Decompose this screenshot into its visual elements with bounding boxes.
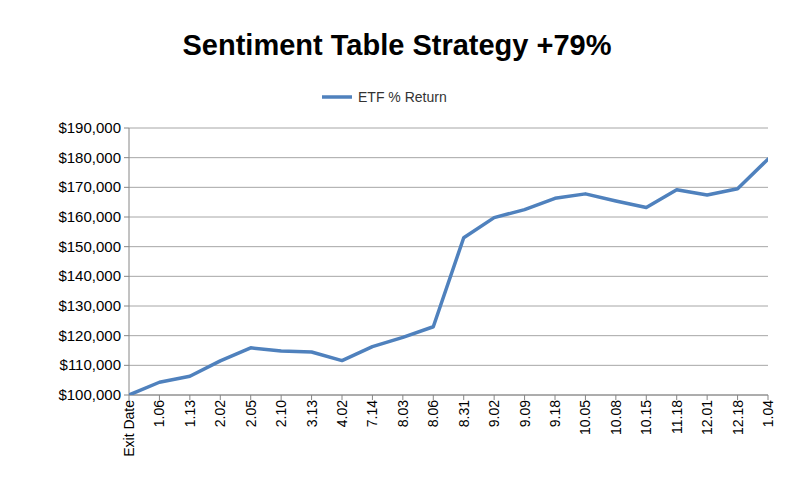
grid-line bbox=[129, 335, 768, 336]
title: Sentiment Table Strategy +79% bbox=[183, 29, 612, 61]
y-tick-label: $120,000 bbox=[58, 327, 121, 344]
y-tick bbox=[124, 395, 129, 396]
x-tick bbox=[433, 395, 434, 400]
grid-line bbox=[129, 395, 768, 396]
x-tick-label: 10.15 bbox=[638, 400, 654, 435]
y-tick bbox=[124, 128, 129, 129]
x-tick bbox=[342, 395, 343, 400]
x-tick-label: 8.06 bbox=[425, 400, 441, 427]
x-tick-label: 1.04 bbox=[760, 400, 776, 427]
y-tick-label: $110,000 bbox=[60, 356, 121, 373]
x-tick-label: 12.01 bbox=[699, 400, 715, 435]
x-tick-label: 8.03 bbox=[395, 400, 411, 427]
x-tick bbox=[129, 395, 130, 400]
x-tick bbox=[615, 395, 616, 400]
y-tick-label: $140,000 bbox=[58, 267, 121, 284]
x-tick-label: 9.18 bbox=[547, 400, 563, 427]
x-tick bbox=[402, 395, 403, 400]
x-tick bbox=[555, 395, 556, 400]
x-tick bbox=[311, 395, 312, 400]
x-tick bbox=[494, 395, 495, 400]
y-axis bbox=[129, 128, 130, 395]
x-tick bbox=[463, 395, 464, 400]
x-tick-label: 10.05 bbox=[577, 400, 593, 435]
legend-swatch bbox=[322, 95, 352, 99]
x-tick-label: 1.13 bbox=[182, 400, 198, 427]
y-tick bbox=[124, 365, 129, 366]
grid-line bbox=[129, 217, 768, 218]
y-tick bbox=[124, 335, 129, 336]
y-tick-label: $190,000 bbox=[58, 119, 121, 136]
x-tick-label: 2.10 bbox=[273, 400, 289, 427]
grid-line bbox=[129, 306, 768, 307]
y-tick bbox=[124, 217, 129, 218]
x-tick bbox=[159, 395, 160, 400]
y-tick-label: $160,000 bbox=[58, 208, 121, 225]
x-tick-label: 11.18 bbox=[669, 400, 685, 434]
x-tick bbox=[524, 395, 525, 400]
grid-line bbox=[129, 128, 768, 129]
x-tick-label: 2.02 bbox=[212, 400, 228, 427]
plot-area bbox=[129, 159, 768, 395]
y-tick bbox=[124, 187, 129, 188]
y-tick bbox=[124, 246, 129, 247]
grid-line bbox=[129, 276, 768, 277]
y-tick-label: $130,000 bbox=[58, 297, 121, 314]
series-line bbox=[129, 159, 768, 395]
x-tick-label: 4.02 bbox=[334, 400, 350, 427]
x-tick bbox=[646, 395, 647, 400]
x-tick-label: 8.31 bbox=[456, 400, 472, 427]
y-tick-label: $100,000 bbox=[58, 386, 121, 403]
y-tick-label: $170,000 bbox=[58, 178, 121, 195]
grid-line bbox=[129, 365, 768, 366]
y-tick bbox=[124, 157, 129, 158]
x-tick bbox=[372, 395, 373, 400]
grid-line bbox=[129, 187, 768, 188]
x-tick-label: Exit Date bbox=[121, 400, 137, 457]
x-tick-label: 9.02 bbox=[486, 400, 502, 427]
x-tick-label: 2.05 bbox=[243, 400, 259, 427]
x-tick-label: 1.06 bbox=[151, 400, 167, 427]
chart: Sentiment Table Strategy +79% ETF % Retur… bbox=[0, 0, 794, 499]
x-tick bbox=[585, 395, 586, 400]
y-tick-label: $150,000 bbox=[58, 238, 121, 255]
x-tick bbox=[768, 395, 769, 400]
x-tick-label: 12.18 bbox=[730, 400, 746, 435]
x-tick-label: 7.14 bbox=[364, 400, 380, 427]
x-tick-label: 9.09 bbox=[517, 400, 533, 427]
x-tick bbox=[737, 395, 738, 400]
y-tick bbox=[124, 276, 129, 277]
legend-label: ETF % Return bbox=[358, 89, 447, 105]
x-tick bbox=[220, 395, 221, 400]
y-tick-label: $180,000 bbox=[58, 149, 121, 166]
grid-line bbox=[129, 157, 768, 158]
x-tick-label: 10.08 bbox=[608, 400, 624, 435]
x-tick bbox=[250, 395, 251, 400]
legend: ETF % Return bbox=[322, 89, 447, 105]
x-tick bbox=[707, 395, 708, 400]
x-tick bbox=[676, 395, 677, 400]
y-tick bbox=[124, 306, 129, 307]
x-tick-label: 3.13 bbox=[304, 400, 320, 427]
x-axis bbox=[129, 395, 768, 396]
x-tick bbox=[189, 395, 190, 400]
x-tick bbox=[281, 395, 282, 400]
grid-line bbox=[129, 246, 768, 247]
